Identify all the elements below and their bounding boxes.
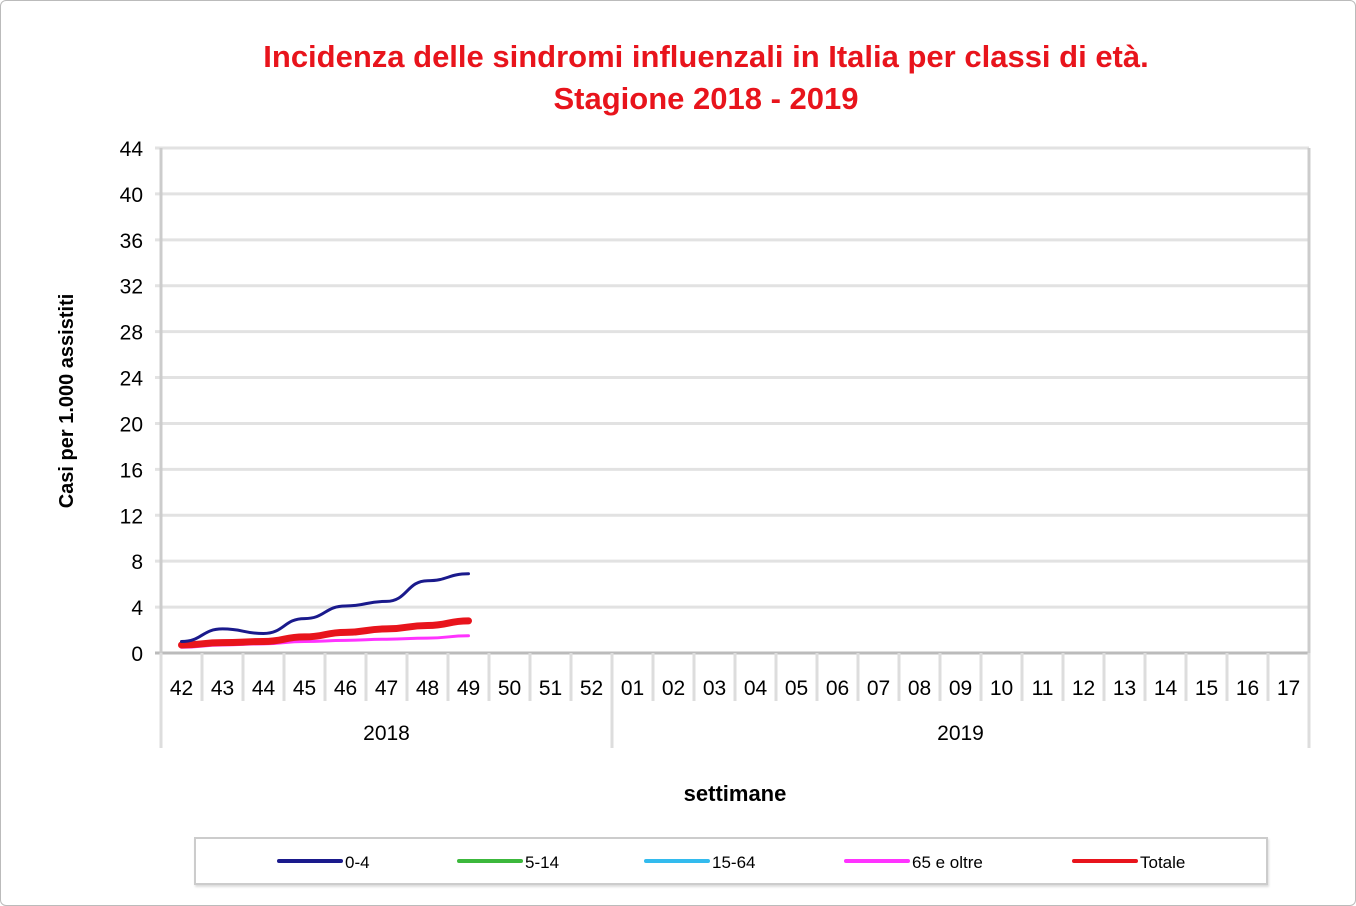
chart-title-line1: Incidenza delle sindromi influenzali in … xyxy=(263,39,1149,74)
y-tick-label: 44 xyxy=(120,138,144,161)
x-tick-label: 01 xyxy=(621,677,644,700)
y-tick-label: 28 xyxy=(120,322,143,345)
x-tick-label: 13 xyxy=(1113,677,1136,700)
legend-label: 5-14 xyxy=(525,853,559,872)
y-tick-label: 8 xyxy=(131,551,143,574)
y-tick-label: 0 xyxy=(131,643,143,666)
x-tick-label: 16 xyxy=(1236,677,1259,700)
x-tick-label: 07 xyxy=(867,677,890,700)
y-tick-label: 4 xyxy=(131,597,143,620)
x-tick-label: 11 xyxy=(1032,677,1054,700)
chart-title-line2: Stagione 2018 - 2019 xyxy=(553,81,859,116)
x-tick-label: 52 xyxy=(580,677,603,700)
x-tick-label: 46 xyxy=(334,677,357,700)
x-tick-label: 49 xyxy=(457,677,480,700)
x-tick-label: 17 xyxy=(1277,677,1300,700)
y-tick-label: 40 xyxy=(120,184,143,207)
x-axis-label: settimane xyxy=(684,781,787,806)
legend-label: Totale xyxy=(1140,853,1185,872)
y-axis-label: Casi per 1.000 assistiti xyxy=(56,294,78,509)
x-tick-label: 10 xyxy=(990,677,1013,700)
x-group-label: 2018 xyxy=(363,722,410,745)
x-tick-label: 02 xyxy=(662,677,685,700)
y-tick-label: 36 xyxy=(120,230,143,253)
y-tick-label: 32 xyxy=(120,276,143,299)
x-tick-label: 04 xyxy=(744,677,768,700)
series-line-Totale xyxy=(178,617,472,649)
x-tick-label: 09 xyxy=(949,677,972,700)
legend-label: 0-4 xyxy=(345,853,370,872)
x-tick-label: 12 xyxy=(1072,677,1095,700)
x-tick-label: 08 xyxy=(908,677,931,700)
y-tick-label: 20 xyxy=(120,413,143,436)
x-tick-label: 43 xyxy=(211,677,234,700)
x-tick-label: 45 xyxy=(293,677,316,700)
x-tick-label: 44 xyxy=(252,677,276,700)
y-tick-label: 16 xyxy=(120,459,143,482)
x-tick-label: 48 xyxy=(416,677,439,700)
x-tick-label: 14 xyxy=(1154,677,1178,700)
legend-label: 65 e oltre xyxy=(912,853,983,872)
legend xyxy=(194,837,1268,885)
legend-label: 15-64 xyxy=(712,853,755,872)
y-tick-label: 24 xyxy=(120,368,144,391)
x-tick-label: 06 xyxy=(826,677,849,700)
x-tick-label: 42 xyxy=(170,677,193,700)
x-tick-label: 47 xyxy=(375,677,398,700)
x-tick-label: 05 xyxy=(785,677,808,700)
x-tick-label: 51 xyxy=(539,677,562,700)
y-tick-label: 12 xyxy=(120,505,143,528)
x-group-label: 2019 xyxy=(937,722,984,745)
x-tick-label: 15 xyxy=(1195,677,1218,700)
x-tick-label: 03 xyxy=(703,677,726,700)
series-line-0-4 xyxy=(180,572,470,644)
x-tick-label: 50 xyxy=(498,677,521,700)
